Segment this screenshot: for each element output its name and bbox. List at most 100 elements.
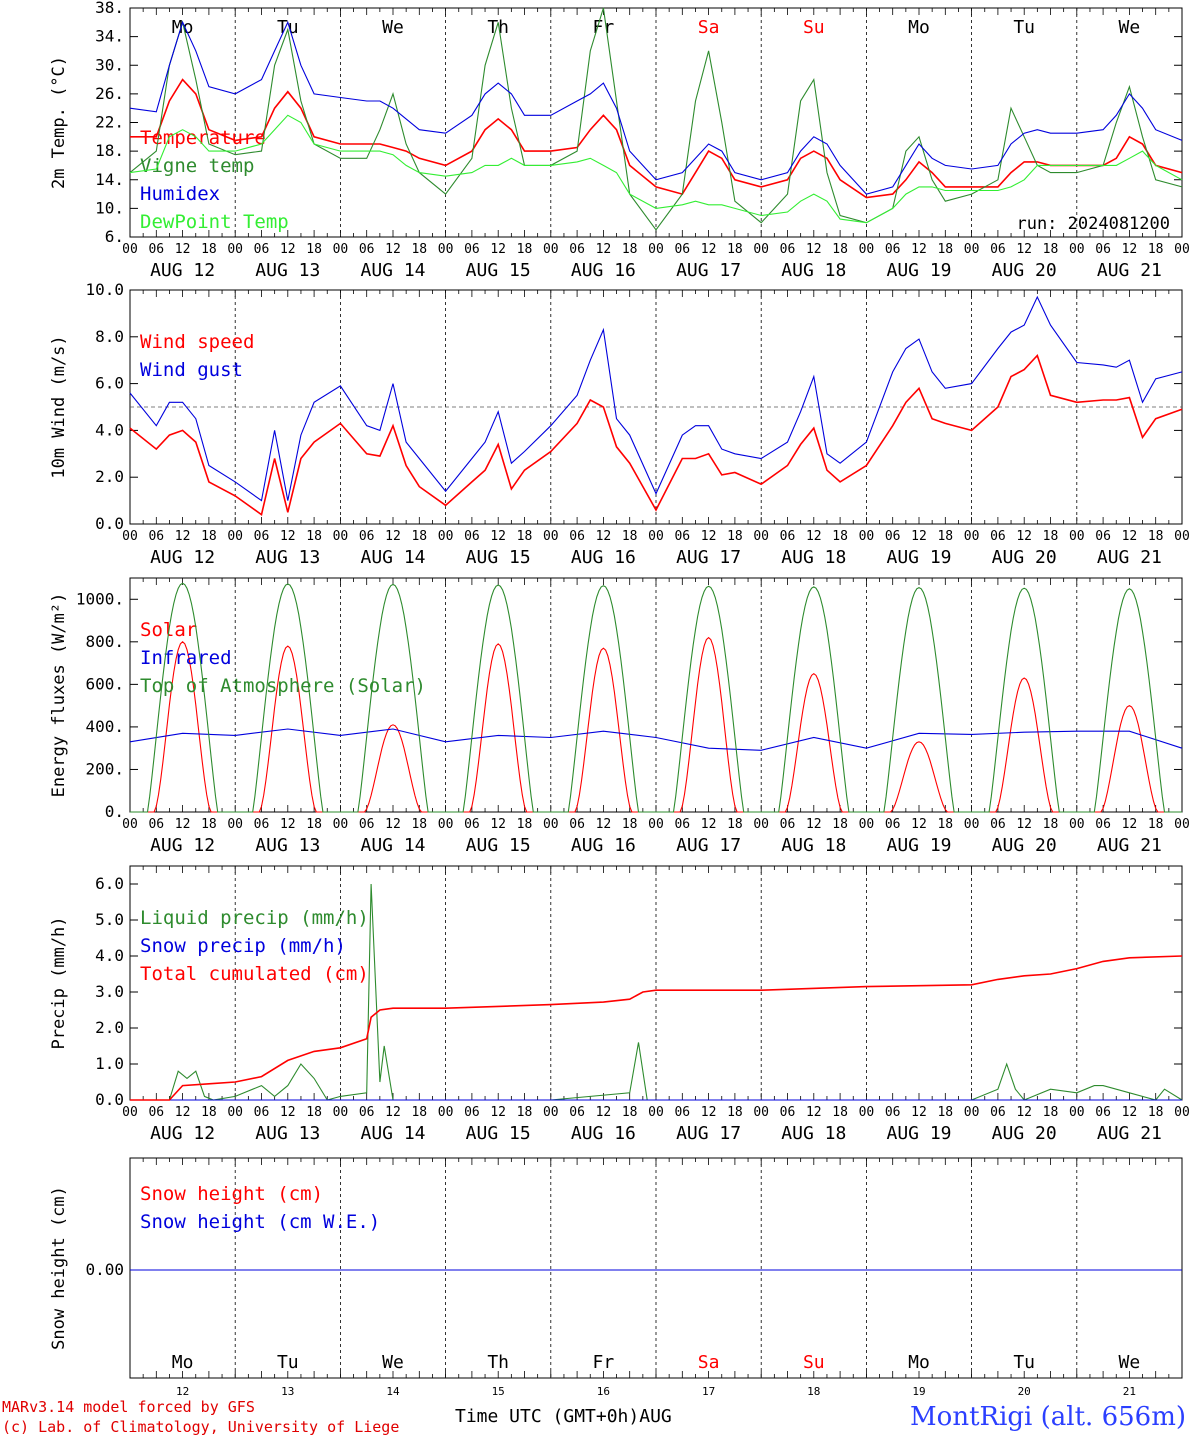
hour-tick-label: 00 [964, 1105, 980, 1120]
hour-tick-label: 06 [359, 242, 375, 257]
hour-tick-label: 00 [227, 1105, 243, 1120]
hour-tick-label: 06 [990, 529, 1006, 544]
hour-tick-label: 12 [1122, 1105, 1138, 1120]
hour-tick-label: 00 [1174, 529, 1190, 544]
hour-tick-label: 00 [648, 817, 664, 832]
hour-tick-label: 12 [1122, 817, 1138, 832]
date-label: AUG 14 [360, 835, 425, 856]
hour-tick-label: 12 [1016, 1105, 1032, 1120]
hour-tick-label: 00 [648, 1105, 664, 1120]
hour-tick-label: 12 [596, 1105, 612, 1120]
hour-tick-label: 12 [175, 817, 191, 832]
hour-tick-label: 06 [1095, 817, 1111, 832]
date-label: AUG 16 [571, 1123, 636, 1144]
model-credit: MARv3.14 model forced by GFS [2, 1398, 255, 1416]
date-label: AUG 17 [676, 260, 741, 281]
date-label: AUG 15 [466, 1123, 531, 1144]
hour-tick-label: 00 [438, 817, 454, 832]
date-label: AUG 21 [1097, 547, 1162, 568]
panel-snow: 0.00 Snow height (cm) Mo Tu We Th Fr Sa Su Mo Tu We… [49, 1157, 1183, 1398]
hour-tick-label: 00 [964, 817, 980, 832]
hour-tick-label: 18 [937, 529, 953, 544]
hour-tick-label: 06 [464, 1105, 480, 1120]
hour-tick-label: 12 [596, 817, 612, 832]
y-tick-label: 2.0 [95, 467, 124, 486]
hour-tick-label: 18 [517, 1105, 533, 1120]
hour-tick-label: 12 [806, 242, 822, 257]
weekday-label: We [1119, 1352, 1141, 1373]
date-label: AUG 21 [1097, 1123, 1162, 1144]
hour-tick-label: 18 [411, 242, 427, 257]
date-label: AUG 19 [886, 1123, 951, 1144]
date-label: AUG 14 [360, 547, 425, 568]
y-tick-label: 8.0 [95, 327, 124, 346]
hour-tick-label: 18 [1148, 529, 1164, 544]
time-axis-title: Time UTC (GMT+0h)AUG [455, 1406, 672, 1427]
hour-tick-label: 18 [201, 1105, 217, 1120]
hour-tick-label: 00 [333, 242, 349, 257]
hour-tick-label: 18 [1043, 242, 1059, 257]
legend-entry: Wind speed [140, 331, 254, 353]
y-axis-label: 10m Wind (m/s) [49, 335, 69, 478]
hour-tick-label: 00 [859, 817, 875, 832]
hour-tick-label: 00 [1069, 817, 1085, 832]
y-tick-label: 0. [105, 802, 124, 821]
series-line [130, 78, 1183, 199]
hour-tick-label: 00 [122, 529, 138, 544]
legend-entry: Top of Atmosphere (Solar) [140, 675, 426, 697]
y-tick-label: 5.0 [95, 910, 124, 929]
series-line [129, 20, 1183, 195]
weekday-label: Th [487, 17, 509, 38]
legend-entry: Total cumulated (cm) [140, 963, 369, 985]
hour-tick-label: 06 [674, 1105, 690, 1120]
hour-tick-label: 00 [1069, 242, 1085, 257]
hour-tick-label: 06 [780, 1105, 796, 1120]
date-label: AUG 20 [992, 260, 1057, 281]
date-label: AUG 16 [571, 547, 636, 568]
hour-tick-label: 06 [990, 1105, 1006, 1120]
hour-tick-label: 18 [411, 1105, 427, 1120]
date-label: AUG 18 [781, 1123, 846, 1144]
legend-entry: Temperature [140, 127, 266, 149]
date-label: AUG 16 [571, 835, 636, 856]
y-tick-label: 14. [95, 170, 124, 189]
hour-tick-label: 06 [885, 1105, 901, 1120]
hour-tick-label: 06 [885, 242, 901, 257]
legend-entry: Infrared [140, 647, 232, 669]
y-tick-label: 2.0 [95, 1018, 124, 1037]
hour-tick-label: 06 [885, 817, 901, 832]
hour-tick-label: 12 [806, 529, 822, 544]
weekday-label: Mo [172, 17, 194, 38]
date-label: AUG 21 [1097, 260, 1162, 281]
hour-tick-label: 12 [490, 242, 506, 257]
hour-tick-label: 12 [596, 242, 612, 257]
hour-tick-label: 12 [701, 242, 717, 257]
hour-tick-label: 18 [622, 242, 638, 257]
hour-tick-label: 00 [859, 242, 875, 257]
y-tick-label: 600. [85, 674, 124, 693]
hour-tick-label: 12 [911, 1105, 927, 1120]
y-tick-label: 4.0 [95, 420, 124, 439]
hour-tick-label: 00 [1174, 1105, 1190, 1120]
hour-tick-label: 06 [148, 242, 164, 257]
hour-tick-label: 12 [490, 529, 506, 544]
hour-tick-label: 06 [1095, 242, 1111, 257]
weekday-label: Su [803, 1352, 825, 1373]
hour-tick-label: 12 [1016, 529, 1032, 544]
day-number: 13 [281, 1385, 294, 1398]
series-line [129, 7, 1183, 231]
hour-tick-label: 12 [596, 529, 612, 544]
hour-tick-label: 06 [990, 242, 1006, 257]
hour-tick-label: 06 [885, 529, 901, 544]
weekday-label: Sa [698, 1352, 720, 1373]
hour-tick-label: 06 [254, 817, 270, 832]
panel-energy: 0. 200. 400. 600. 800. 1000. Energy fluxes (W/… [49, 577, 1190, 856]
hour-tick-label: 00 [122, 1105, 138, 1120]
run-annotation: run: 2024081200 [1016, 214, 1170, 234]
hour-tick-label: 18 [622, 1105, 638, 1120]
date-label: AUG 18 [781, 260, 846, 281]
hour-tick-label: 00 [333, 1105, 349, 1120]
hour-tick-label: 18 [937, 817, 953, 832]
day-number: 12 [176, 1385, 189, 1398]
weekday-label: Tu [277, 17, 299, 38]
